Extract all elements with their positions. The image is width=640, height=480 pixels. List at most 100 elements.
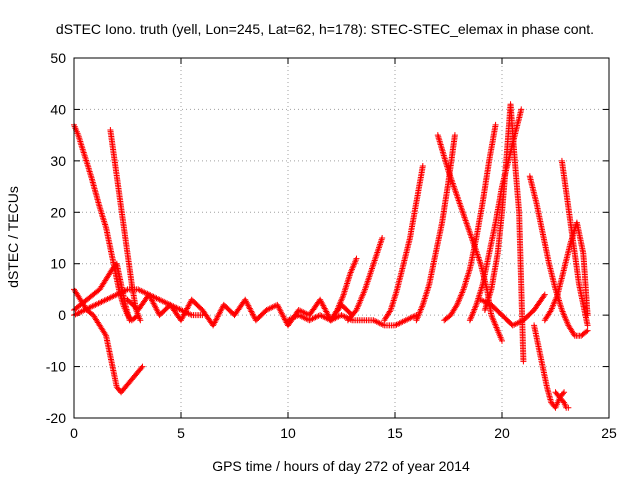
- series-trace: [115, 287, 129, 297]
- series-trace: [480, 159, 492, 204]
- series-16: [526, 173, 591, 339]
- series-trace: [566, 323, 577, 338]
- series-trace: [243, 298, 259, 322]
- series-trace: [433, 221, 445, 255]
- series-trace: [567, 221, 578, 255]
- series-0: [71, 121, 142, 324]
- series-trace: [511, 318, 525, 328]
- series-trace: [92, 190, 103, 209]
- series-trace: [362, 262, 377, 291]
- series-1: [107, 127, 144, 324]
- series-trace: [480, 252, 492, 286]
- series-trace: [71, 123, 81, 137]
- data-point: [518, 106, 525, 113]
- series-trace: [93, 297, 108, 308]
- series-trace: [146, 293, 162, 317]
- data-point: [419, 163, 426, 169]
- series-20: [552, 389, 572, 411]
- series-trace: [97, 205, 109, 230]
- series-trace: [85, 292, 95, 302]
- series-trace: [579, 328, 590, 338]
- series-trace: [107, 128, 118, 163]
- series-trace: [454, 288, 466, 307]
- series-trace: [435, 133, 451, 173]
- series-trace: [521, 308, 536, 323]
- series-trace: [426, 252, 439, 286]
- series-trace: [189, 297, 205, 312]
- y-tick-label: 0: [58, 307, 66, 323]
- series-trace: [573, 332, 583, 339]
- series-trace: [488, 252, 501, 291]
- series-trace: [401, 236, 413, 266]
- series-trace: [210, 303, 226, 327]
- data-point: [353, 255, 360, 262]
- series-trace: [111, 159, 122, 194]
- series-trace: [542, 308, 554, 322]
- series-trace: [372, 318, 386, 328]
- plot-frame: [73, 57, 610, 419]
- grid: [74, 58, 609, 418]
- data-point: [96, 204, 103, 211]
- y-tick-label: 50: [50, 50, 66, 66]
- x-tick-label: 20: [494, 425, 510, 441]
- series-trace: [553, 390, 562, 400]
- series-trace: [114, 262, 124, 286]
- series-trace: [561, 401, 569, 409]
- series-trace: [104, 292, 119, 302]
- series-trace: [580, 252, 591, 317]
- x-tick-label: 0: [70, 425, 78, 441]
- y-tick-label: 20: [50, 204, 66, 220]
- series-trace: [559, 308, 571, 327]
- series-19: [558, 157, 591, 329]
- data-point: [584, 327, 591, 334]
- series-trace: [503, 102, 514, 163]
- data-point: [520, 358, 527, 365]
- series-trace: [91, 287, 102, 297]
- series-trace: [132, 370, 141, 379]
- series-trace: [114, 385, 123, 394]
- data-point: [584, 322, 591, 329]
- series-trace: [533, 200, 546, 235]
- series-trace: [136, 364, 145, 374]
- series-trace: [546, 262, 559, 291]
- series-trace: [532, 293, 547, 312]
- series-trace: [119, 385, 128, 394]
- data-point: [492, 121, 499, 128]
- series-trace: [576, 282, 586, 307]
- series-15: [477, 291, 548, 329]
- series-trace: [297, 307, 311, 318]
- series-trace: [516, 210, 527, 363]
- series-12: [434, 132, 505, 344]
- series-trace: [393, 318, 408, 328]
- series-trace: [110, 262, 119, 271]
- series-trace: [265, 302, 279, 313]
- series-trace: [486, 123, 499, 163]
- y-tick-label: 30: [50, 153, 66, 169]
- series-3: [71, 260, 133, 324]
- x-tick-label: 5: [177, 425, 185, 441]
- series-trace: [488, 313, 501, 332]
- series-trace: [168, 303, 183, 322]
- series-trace: [580, 303, 591, 327]
- series-trace: [116, 190, 126, 224]
- series-trace: [414, 303, 426, 322]
- series-trace: [531, 324, 544, 358]
- y-tick-label: -20: [46, 410, 66, 426]
- series-trace: [75, 133, 88, 158]
- series-11: [441, 121, 499, 324]
- series-trace: [563, 190, 574, 224]
- data-point: [139, 363, 146, 370]
- x-tick-label: 25: [601, 425, 617, 441]
- series-trace: [572, 252, 582, 286]
- series-trace: [130, 313, 140, 323]
- series-trace: [232, 298, 248, 317]
- data-point: [126, 317, 133, 324]
- series-trace: [307, 298, 323, 317]
- series-trace: [103, 334, 114, 358]
- data-point: [137, 317, 144, 324]
- series-trace: [136, 293, 151, 312]
- series-trace: [107, 354, 118, 379]
- series-trace: [328, 308, 340, 322]
- series-trace: [404, 312, 418, 323]
- series-trace: [555, 267, 567, 296]
